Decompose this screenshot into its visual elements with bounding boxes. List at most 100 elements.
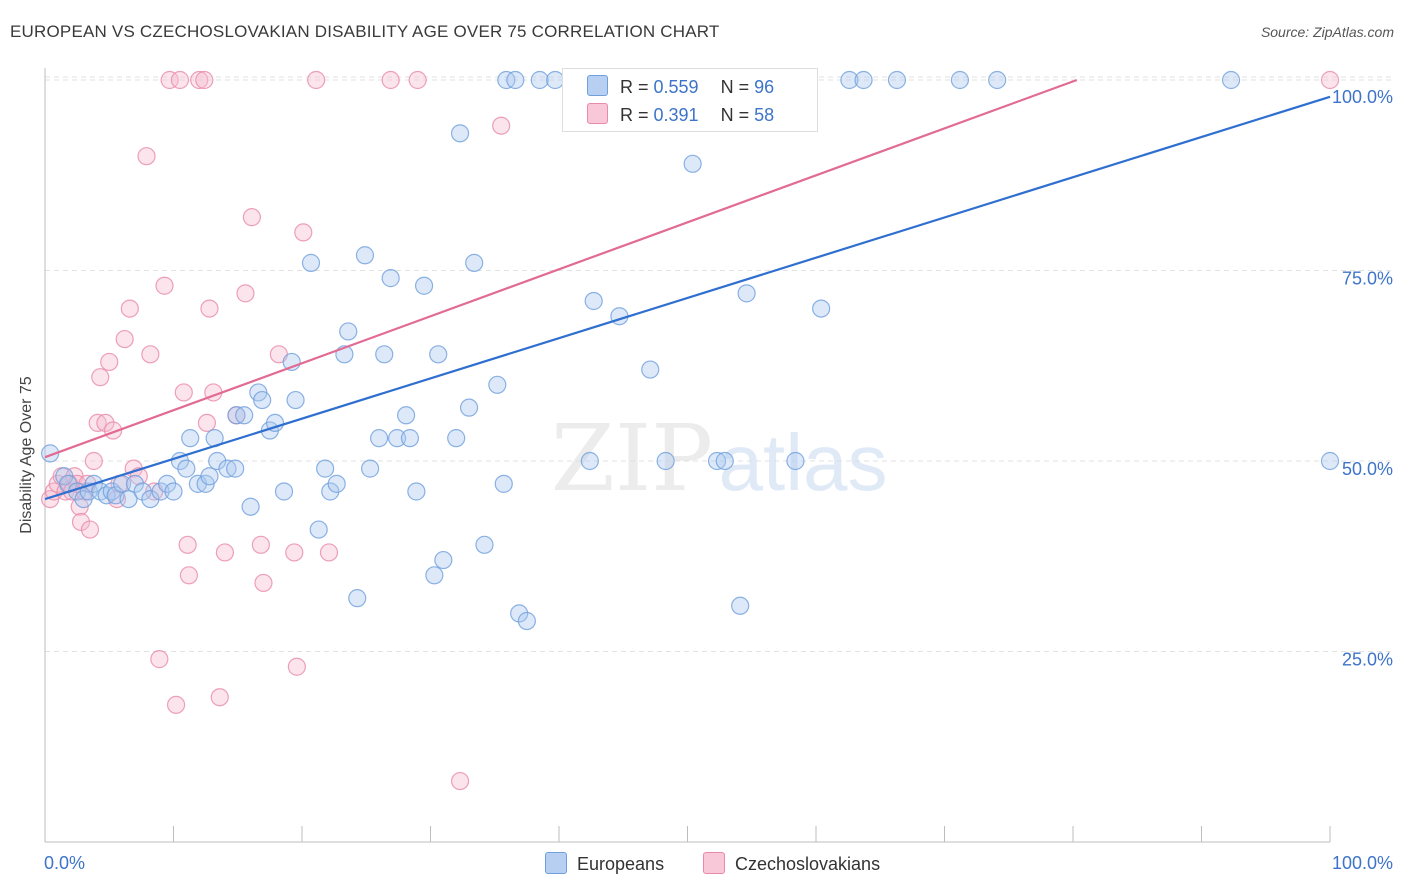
legend-r-label: R = <box>620 77 654 97</box>
legend-n-value: 58 <box>754 105 775 125</box>
data-point <box>887 70 907 90</box>
x-tick-label: 100.0% <box>1332 853 1393 873</box>
trend-lines <box>44 78 1331 501</box>
data-point <box>120 299 139 318</box>
data-point <box>530 70 549 90</box>
data-point <box>459 398 479 417</box>
gridlines <box>45 76 1392 652</box>
data-point <box>197 413 217 432</box>
legend-n-label: N = <box>720 105 755 125</box>
watermark-zip: ZIP <box>551 405 713 512</box>
data-point <box>840 70 859 90</box>
data-point <box>492 116 511 135</box>
data-point <box>200 299 219 318</box>
data-point <box>707 451 727 471</box>
data-point <box>510 604 529 623</box>
data-point <box>80 520 100 539</box>
data-point <box>327 474 346 493</box>
tick-labels: 25.0% 50.0% 75.0% 100.0% 0.0% 100.0% <box>44 87 1393 873</box>
data-point <box>170 70 190 90</box>
data-point <box>488 375 507 394</box>
data-point <box>285 543 304 562</box>
data-point <box>141 490 160 509</box>
data-point <box>119 490 138 509</box>
data-point <box>160 70 179 90</box>
data-point <box>450 124 470 143</box>
europeans-swatch <box>545 852 567 874</box>
data-point <box>164 482 183 501</box>
data-point <box>429 345 448 364</box>
axes <box>44 68 1331 843</box>
europeans-trend-line <box>44 95 1331 501</box>
data-point <box>988 70 1007 90</box>
data-point <box>100 352 119 372</box>
data-point <box>950 70 970 90</box>
data-point <box>287 657 306 676</box>
watermark-atlas: atlas <box>719 418 888 507</box>
data-point <box>210 688 229 707</box>
y-tick-label: 50.0% <box>1342 459 1393 479</box>
czechoslovakians-swatch <box>703 852 725 874</box>
data-point <box>370 429 389 448</box>
data-point <box>88 413 107 432</box>
data-point <box>786 451 805 471</box>
data-point <box>179 566 199 585</box>
data-point <box>181 429 200 448</box>
data-point <box>475 535 494 554</box>
data-point <box>425 566 444 585</box>
data-point <box>400 429 420 448</box>
data-point <box>494 474 513 493</box>
bottom-legend-europeans-label: Europeans <box>577 854 665 874</box>
data-point <box>812 299 831 318</box>
data-point <box>96 413 115 432</box>
y-axis-label: Disability Age Over 75 <box>18 376 35 534</box>
data-point <box>407 482 426 501</box>
data-point <box>241 497 260 516</box>
data-point <box>265 413 285 432</box>
legend-r-label: R = <box>620 105 654 125</box>
data-point <box>307 70 326 90</box>
data-point <box>236 284 255 303</box>
data-point <box>170 451 190 471</box>
data-point <box>309 520 328 539</box>
data-point <box>715 451 734 471</box>
data-point <box>375 345 394 364</box>
data-point <box>361 459 380 478</box>
data-point <box>235 406 254 425</box>
data-point <box>854 70 873 90</box>
data-point <box>125 474 145 493</box>
correlation-legend: R = 0.559 N = 96 R = 0.391 N = 58 <box>562 68 818 132</box>
bottom-legend-czechoslovakians-label: Czechoslovakians <box>735 854 881 874</box>
legend-r-value: 0.391 <box>653 105 699 125</box>
data-point <box>151 482 170 501</box>
data-point <box>218 459 237 478</box>
data-point <box>1320 451 1340 471</box>
data-point <box>434 550 453 570</box>
data-point <box>286 390 305 410</box>
data-point <box>396 406 416 425</box>
data-point <box>227 406 246 425</box>
data-point <box>414 276 434 295</box>
czechoslovakians-swatch <box>587 103 608 124</box>
data-point <box>215 543 234 562</box>
data-point <box>200 467 219 486</box>
data-point <box>381 70 400 90</box>
data-point <box>584 291 603 311</box>
data-point <box>242 208 261 227</box>
legend-row-europeans: R = 0.559 N = 96 <box>587 75 774 98</box>
data-point <box>294 223 313 242</box>
data-point <box>115 329 134 349</box>
data-point <box>321 482 340 501</box>
czechoslovakians-trend-line <box>44 78 1078 459</box>
data-point <box>178 535 197 554</box>
data-point <box>208 451 227 471</box>
europeans-swatch <box>587 75 608 96</box>
data-point <box>316 459 335 478</box>
y-axis-label-wrap: Disability Age Over 75 <box>18 298 36 533</box>
data-point <box>91 368 110 387</box>
y-tick-label: 100.0% <box>1332 87 1393 107</box>
data-point <box>731 596 750 615</box>
bottom-legend-czechoslovakians: Czechoslovakians <box>703 852 880 875</box>
watermark: ZIP atlas <box>551 405 888 512</box>
